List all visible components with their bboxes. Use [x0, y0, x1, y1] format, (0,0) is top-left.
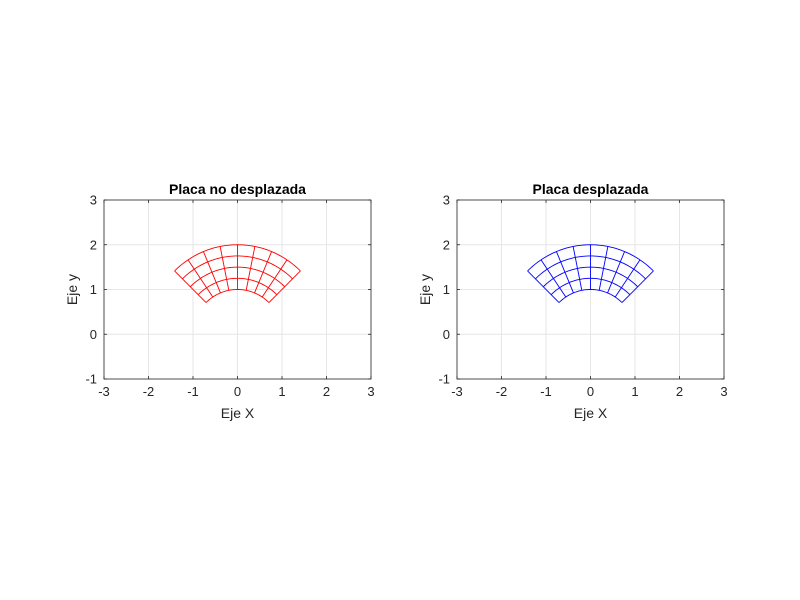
- y-tick-label: 3: [90, 193, 97, 208]
- x-tick-label: 1: [631, 384, 638, 399]
- mesh-left: [174, 244, 301, 303]
- mesh-radial-line: [621, 270, 654, 303]
- y-tick-label: 3: [443, 193, 450, 208]
- mesh-right: [527, 244, 654, 303]
- yticks-right: -1 0 1 2 3: [438, 193, 724, 387]
- y-tick-label: 1: [90, 282, 97, 297]
- chart-title-right: Placa desplazada: [533, 181, 649, 197]
- y-axis-label-right: Eje y: [417, 274, 433, 305]
- x-tick-label: -2: [143, 384, 155, 399]
- y-tick-label: 2: [443, 237, 450, 252]
- chart-title-left: Placa no desplazada: [169, 181, 306, 197]
- x-axis-label-right: Eje X: [574, 405, 608, 421]
- mesh-radial-line: [187, 259, 214, 298]
- x-tick-label: -3: [98, 384, 110, 399]
- x-tick-label: 3: [367, 384, 374, 399]
- mesh-radial-line: [556, 251, 574, 294]
- mesh-radial-line: [174, 270, 207, 303]
- x-tick-label: -3: [451, 384, 463, 399]
- y-tick-label: -1: [438, 372, 450, 387]
- x-tick-label: 2: [676, 384, 683, 399]
- mesh-radial-line: [527, 270, 560, 303]
- mesh-radial-line: [607, 251, 625, 294]
- x-tick-label: 0: [587, 384, 594, 399]
- y-tick-label: 2: [90, 237, 97, 252]
- mesh-radial-line: [261, 259, 288, 298]
- mesh-radial-line: [598, 246, 609, 291]
- y-tick-label: 1: [443, 282, 450, 297]
- y-axis-label-left: Eje y: [64, 274, 80, 305]
- mesh-radial-line: [219, 246, 230, 291]
- y-tick-label: -1: [85, 372, 97, 387]
- yticks-left: -1 0 1 2 3: [85, 193, 371, 387]
- axes-right: -3 -2 -1 0 1 2 3 -1 0 1 2 3 Placa desplazada Eje X…: [417, 181, 728, 421]
- axes-left: -3 -2 -1 0 1 2 3 -1 0 1 2 3 Placa no desplazada Ej…: [64, 181, 375, 421]
- x-tick-label: 1: [278, 384, 285, 399]
- y-tick-label: 0: [443, 327, 450, 342]
- x-tick-label: -1: [187, 384, 199, 399]
- mesh-radial-line: [254, 251, 272, 294]
- mesh-radial-line: [572, 246, 583, 291]
- xticks-left: -3 -2 -1 0 1 2 3: [98, 200, 375, 399]
- mesh-radial-line: [203, 251, 221, 294]
- y-tick-label: 0: [90, 327, 97, 342]
- x-tick-label: 3: [720, 384, 727, 399]
- mesh-radial-line: [614, 259, 641, 298]
- mesh-radial-line: [245, 246, 256, 291]
- mesh-radial-line: [540, 259, 567, 298]
- x-axis-label-left: Eje X: [221, 405, 255, 421]
- x-tick-label: 2: [323, 384, 330, 399]
- x-tick-label: 0: [234, 384, 241, 399]
- mesh-radial-line: [268, 270, 301, 303]
- xticks-right: -3 -2 -1 0 1 2 3: [451, 200, 728, 399]
- x-tick-label: -2: [496, 384, 508, 399]
- x-tick-label: -1: [540, 384, 552, 399]
